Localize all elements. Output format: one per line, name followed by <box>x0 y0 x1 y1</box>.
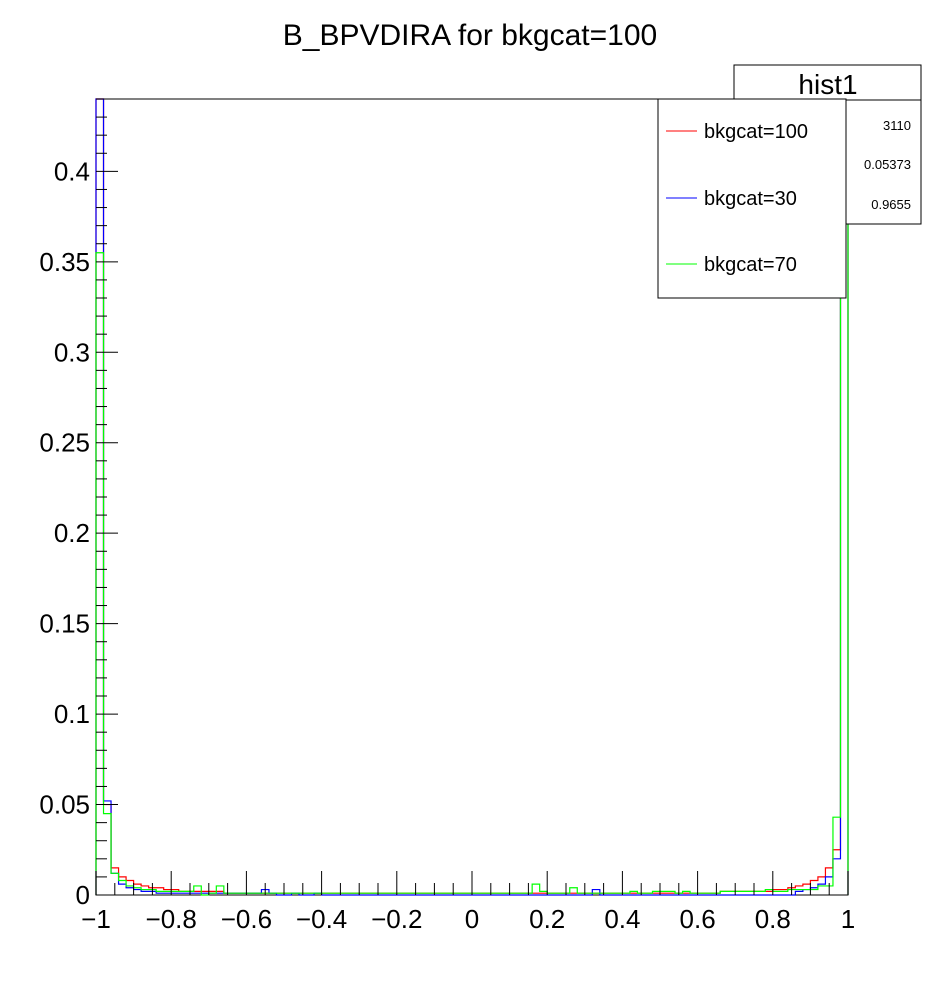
legend-label-bkgcat70: bkgcat=70 <box>704 254 797 276</box>
stats-entries-value: 3110 <box>883 118 911 133</box>
y-tick-label: 0.15 <box>39 609 90 639</box>
axis-layer: −1 −0.8 −0.6 −0.4 −0.2 0 0.2 0.4 0.6 0.8 1 0 0.05 0.1… <box>39 98 855 934</box>
x-tick-label: −0.6 <box>221 904 272 934</box>
stats-stddev-value: 0.9655 <box>871 197 911 212</box>
legend: bkgcat=100 bkgcat=30 bkgcat=70 <box>657 98 847 299</box>
y-tick-label: 0.25 <box>39 428 90 458</box>
x-tick-label: −1 <box>81 904 111 934</box>
y-tick-label: 0.2 <box>54 518 90 548</box>
y-tick-label: 0.3 <box>54 337 90 367</box>
y-tick-label: 0.4 <box>54 156 90 186</box>
x-tick-label: 0 <box>465 904 479 934</box>
x-tick-label: −0.2 <box>371 904 422 934</box>
stats-box-title: hist1 <box>798 69 857 100</box>
x-tick-label: 1 <box>841 904 855 934</box>
x-tick-label: 0.2 <box>529 904 565 934</box>
x-tick-label: −0.8 <box>146 904 197 934</box>
x-tick-label: 0.6 <box>680 904 716 934</box>
stats-mean-value: 0.05373 <box>864 157 911 172</box>
x-tick-label: 0.8 <box>755 904 791 934</box>
y-tick-label: 0.05 <box>39 790 90 820</box>
y-tick-label: 0.1 <box>54 699 90 729</box>
chart-title: B_BPVDIRA for bkgcat=100 <box>283 19 657 52</box>
legend-label-bkgcat30: bkgcat=30 <box>704 188 797 210</box>
x-tick-label: 0.4 <box>604 904 640 934</box>
y-tick-label: 0 <box>76 880 90 910</box>
legend-label-bkgcat100: bkgcat=100 <box>704 121 808 143</box>
y-tick-label: 0.35 <box>39 247 90 277</box>
x-tick-label: −0.4 <box>296 904 347 934</box>
